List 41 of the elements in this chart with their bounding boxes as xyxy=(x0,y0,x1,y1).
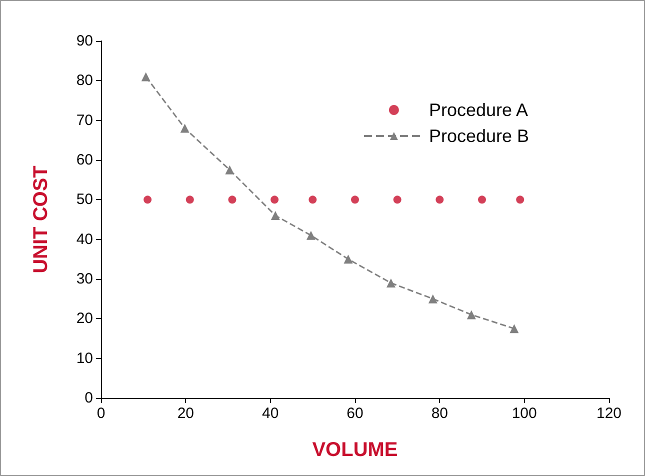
point xyxy=(393,196,402,204)
point xyxy=(308,196,317,204)
x-tick-label: 40 xyxy=(262,405,279,422)
y-tick-label: 10 xyxy=(76,350,93,367)
point xyxy=(270,211,280,220)
y-axis-title: UNIT COST xyxy=(30,166,52,274)
point xyxy=(270,196,279,204)
point xyxy=(141,72,150,82)
point xyxy=(386,278,396,288)
legend-label: Procedure A xyxy=(428,100,528,120)
point xyxy=(306,230,316,240)
point xyxy=(510,324,519,334)
point xyxy=(344,254,353,264)
point xyxy=(144,196,152,204)
y-tick-label: 70 xyxy=(76,112,93,129)
point xyxy=(186,196,194,204)
x-tick-label: 120 xyxy=(596,405,622,422)
y-tick-label: 80 xyxy=(76,72,93,90)
y-tick-label: 50 xyxy=(76,191,93,208)
y-tick-label: 40 xyxy=(76,230,93,248)
x-tick-label: 60 xyxy=(346,405,364,422)
point xyxy=(428,294,438,304)
point xyxy=(466,310,476,320)
point xyxy=(478,196,486,204)
x-axis-title: VOLUME xyxy=(312,439,398,461)
point xyxy=(228,196,236,204)
x-tick-label: 0 xyxy=(96,405,106,422)
legend-label: Procedure B xyxy=(428,126,530,146)
y-tick-label: 0 xyxy=(84,390,93,406)
y-tick-label: 30 xyxy=(76,270,93,288)
point xyxy=(351,196,359,204)
y-tick-label: 60 xyxy=(76,152,93,168)
y-tick-label: 20 xyxy=(76,310,93,328)
x-tick-label: 100 xyxy=(512,405,537,422)
point xyxy=(225,165,234,174)
point xyxy=(436,196,444,204)
x-tick-label: 20 xyxy=(177,405,194,422)
point xyxy=(180,124,190,133)
x-tick-label: 80 xyxy=(431,405,448,422)
point xyxy=(516,196,524,204)
y-tick-label: 90 xyxy=(76,32,93,50)
